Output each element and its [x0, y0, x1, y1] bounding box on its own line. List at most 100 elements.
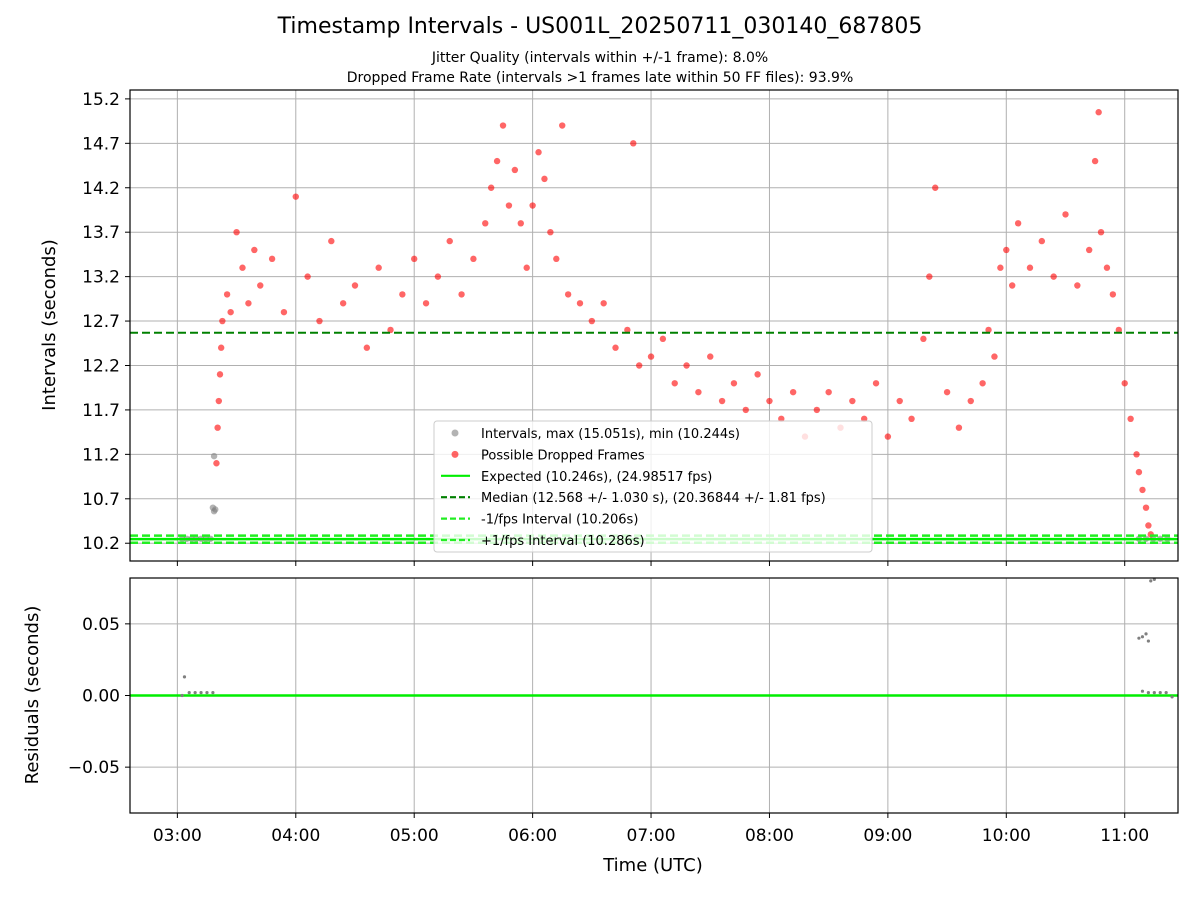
dropped-frame-point	[1103, 264, 1111, 271]
intervals-plot: 10.2 10.7 11.2 11.7 12.2 12.7 13.2 13.7 14.2 14.7…	[82, 89, 1179, 566]
dropped-frame-point	[1026, 264, 1034, 271]
dropped-frame-point	[624, 326, 631, 334]
dropped-frame-point	[233, 228, 240, 236]
dropped-frame-point	[1085, 246, 1093, 254]
dropped-frame-point	[955, 424, 963, 431]
residual-point	[1164, 691, 1168, 695]
residual-point	[187, 691, 191, 695]
dropped-frame-point	[215, 397, 223, 405]
residual-point	[1140, 635, 1145, 639]
dropped-frame-point	[499, 122, 507, 129]
legend-label: -1/fps Interval (10.206s)	[481, 513, 638, 528]
dropped-frame-point	[813, 406, 821, 414]
dropped-frame-point	[1139, 486, 1146, 494]
residual-point	[1146, 639, 1150, 643]
dropped-frame-point	[588, 317, 596, 325]
dropped-frame-point	[979, 380, 986, 387]
legend-box	[433, 420, 873, 553]
dropped-frame-point	[280, 308, 288, 316]
legend-label: Expected (10.246s), (24.98517 fps)	[481, 470, 712, 485]
dropped-frame-point	[482, 220, 489, 227]
x-tick-label: 06:00	[508, 826, 557, 846]
dropped-frame-point	[707, 353, 714, 360]
dropped-frame-point	[553, 255, 560, 263]
dropped-frame-point	[213, 460, 220, 467]
dropped-frame-point	[932, 184, 939, 191]
dropped-frame-point	[1097, 228, 1105, 236]
intervals-y-tick-label: 11.7	[82, 401, 120, 421]
residuals-y-tick-label: −0.05	[68, 758, 120, 778]
dropped-frame-point	[529, 202, 536, 209]
chart-subtitle-dropped: Dropped Frame Rate (intervals >1 frames …	[346, 70, 854, 86]
dropped-frame-point	[1050, 273, 1057, 280]
dropped-frame-point	[695, 388, 702, 396]
dropped-frame-point	[896, 397, 903, 405]
dropped-frame-point	[547, 228, 554, 236]
dropped-frame-point	[541, 175, 548, 183]
dropped-frame-point	[789, 388, 797, 396]
dropped-frame-point	[219, 317, 226, 325]
residual-point	[211, 691, 215, 695]
dropped-frame-point	[422, 300, 430, 307]
legend-label: Intervals, max (15.051s), min (10.244s)	[481, 427, 740, 442]
dropped-frame-point	[217, 344, 225, 351]
intervals-y-tick-label: 14.7	[82, 134, 120, 154]
dropped-frame-point	[517, 220, 524, 227]
legend-label: Possible Dropped Frames	[481, 448, 645, 463]
dropped-frame-point	[1109, 291, 1117, 298]
dropped-frame-point	[316, 317, 323, 325]
intervals-y-tick-label: 10.7	[82, 490, 120, 510]
residuals-plot-frame	[129, 577, 1179, 814]
dropped-frame-point	[1003, 246, 1010, 254]
dropped-frame-point	[1074, 282, 1081, 289]
dropped-frame-point	[339, 300, 347, 307]
dropped-frame-point	[1133, 451, 1140, 458]
dropped-frame-point	[1145, 522, 1152, 529]
dropped-frame-point	[470, 255, 477, 263]
dropped-frame-point	[926, 273, 933, 280]
dropped-frame-point	[967, 397, 974, 405]
dropped-frame-point	[1038, 237, 1046, 245]
dropped-frame-point	[683, 362, 690, 369]
residuals-y-axis-label: Residuals (seconds)	[22, 606, 43, 785]
dropped-frame-point	[328, 237, 335, 245]
intervals-y-tick-label: 13.7	[82, 223, 120, 243]
intervals-y-tick-label: 12.2	[82, 356, 120, 376]
x-tick-label: 11:00	[1100, 826, 1149, 846]
dropped-frame-point	[227, 308, 234, 316]
chart-title: Timestamp Intervals - US001L_20250711_03…	[277, 14, 923, 39]
dropped-frame-point	[1115, 326, 1122, 334]
residual-point	[1140, 689, 1145, 693]
dropped-frame-point	[523, 264, 530, 271]
dropped-frame-point	[635, 362, 643, 369]
dropped-frame-point	[612, 344, 619, 351]
intervals-y-axis-label: Intervals (seconds)	[39, 239, 60, 411]
dropped-frame-point	[943, 388, 951, 396]
residuals-plot: 03:00 04:00 05:00 06:00 07:00 08:00 09:00 10:00…	[68, 577, 1179, 846]
dropped-frame-point	[630, 140, 637, 147]
intervals-plot-frame	[129, 89, 1179, 562]
dropped-frame-point	[268, 255, 276, 263]
dropped-frame-point	[766, 397, 773, 405]
dropped-frame-point	[304, 273, 311, 280]
dropped-frame-point	[778, 415, 785, 423]
dropped-frame-point	[1121, 380, 1128, 387]
dropped-frame-point	[1014, 220, 1022, 227]
x-tick-label: 09:00	[863, 826, 912, 846]
dropped-frame-point	[387, 326, 394, 334]
intervals-legend: Intervals, max (15.051s), min (10.244s) P…	[433, 420, 873, 553]
dropped-frame-point	[216, 371, 224, 378]
x-tick-label: 08:00	[745, 826, 794, 846]
dropped-frame-point	[214, 424, 221, 431]
x-tick-label: 10:00	[982, 826, 1031, 846]
dropped-frame-point	[505, 202, 513, 209]
dropped-frame-point	[363, 344, 371, 351]
residual-point	[1146, 691, 1150, 695]
residuals-y-tick-label: 0.00	[82, 687, 120, 707]
chart-subtitle-jitter: Jitter Quality (intervals within +/-1 fr…	[431, 50, 769, 66]
intervals-y-tick-label: 13.2	[82, 268, 120, 288]
dropped-frame-point	[458, 291, 465, 298]
dropped-frame-point	[511, 166, 519, 174]
dropped-frame-point	[292, 193, 299, 200]
